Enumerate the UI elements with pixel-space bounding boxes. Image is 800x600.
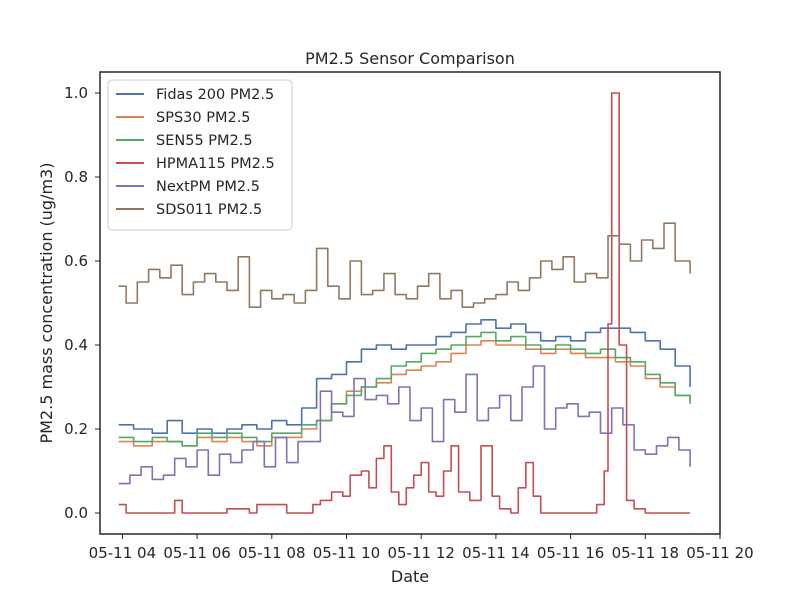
- x-tick-label: 05-11 08: [238, 544, 305, 562]
- legend-label: NextPM PM2.5: [156, 179, 260, 195]
- legend-label: SPS30 PM2.5: [156, 110, 251, 126]
- series-layer: [118, 92, 691, 514]
- series-line-2: [118, 331, 691, 447]
- legend-label: HPMA115 PM2.5: [156, 156, 275, 172]
- x-tick-label: 05-11 18: [612, 544, 679, 562]
- series-line-1: [118, 340, 691, 447]
- x-axis-label: Date: [391, 567, 429, 586]
- plot-frame: [99, 71, 721, 535]
- y-tick-label: 0.2: [64, 420, 88, 438]
- x-tick-label: 05-11 10: [313, 544, 380, 562]
- y-tick-label: 0.0: [64, 504, 88, 522]
- legend-label: Fidas 200 PM2.5: [156, 87, 274, 103]
- legend-label: SDS011 PM2.5: [156, 202, 262, 218]
- x-tick-label: 05-11 20: [686, 544, 753, 562]
- x-tick-label: 05-11 14: [462, 544, 529, 562]
- y-tick-label: 0.8: [64, 168, 88, 186]
- series-line-3: [118, 92, 691, 514]
- y-axis: 0.0 0.2 0.4 0.6 0.8 1.0: [64, 84, 100, 522]
- chart-title: PM2.5 Sensor Comparison: [305, 49, 515, 68]
- x-tick-label: 05-11 04: [89, 544, 156, 562]
- x-tick-label: 05-11 06: [163, 544, 230, 562]
- y-tick-label: 0.6: [64, 252, 88, 270]
- y-tick-label: 1.0: [64, 84, 88, 102]
- legend-label: SEN55 PM2.5: [156, 133, 253, 149]
- y-tick-label: 0.4: [64, 336, 88, 354]
- legend-box: [107, 79, 293, 231]
- y-axis-label: PM2.5 mass concentration (ug/m3): [37, 163, 56, 444]
- plot-area: [118, 92, 691, 514]
- x-tick-label: 05-11 16: [537, 544, 604, 562]
- series-line-5: [118, 222, 691, 308]
- series-line-0: [118, 319, 691, 434]
- x-axis: 05-11 04 05-11 06 05-11 08 05-11 10 05-11 12…: [89, 534, 754, 562]
- series-line-4: [118, 365, 691, 485]
- x-tick-label: 05-11 12: [387, 544, 454, 562]
- legend: Fidas 200 PM2.5 SPS30 PM2.5 SEN55 PM2.5 HPM…: [107, 79, 293, 231]
